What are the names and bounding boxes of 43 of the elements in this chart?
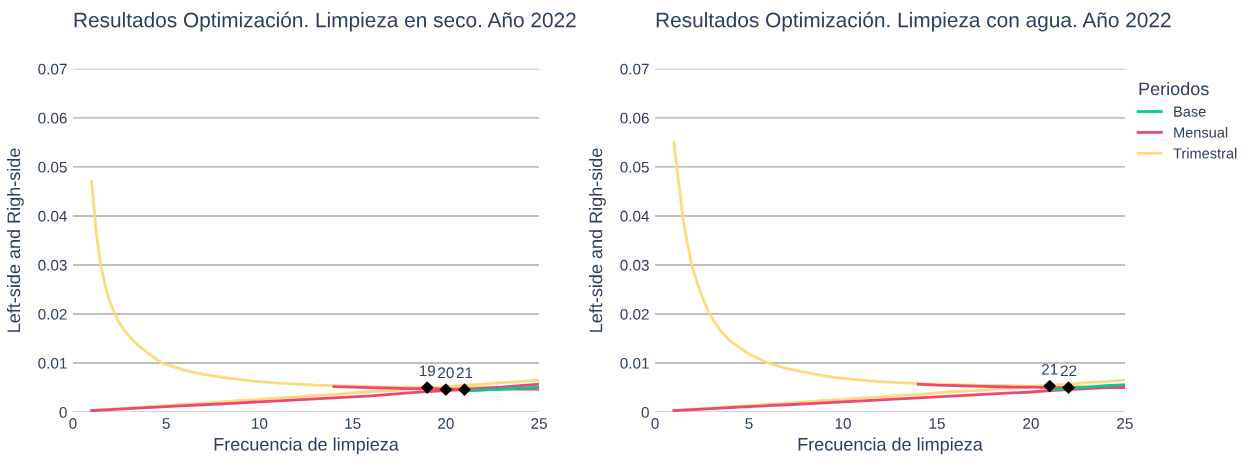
x-tick-label: 10 (252, 418, 268, 429)
x-tick-label: 5 (162, 418, 170, 429)
y-tick-label: 0.07 (620, 63, 649, 75)
y-tick-label: 0.05 (38, 161, 67, 173)
x-tick-label: 25 (531, 418, 547, 429)
y-tick-label: 0 (641, 406, 649, 418)
legend-label: Mensual (1174, 126, 1228, 138)
y-tick-label: 0.07 (38, 63, 67, 75)
y-axis-title: Left-side and Righ-side (6, 148, 24, 332)
y-tick-label: 0.03 (620, 259, 649, 271)
chart-title: Resultados Optimización. Limpieza con agua. Año 2022 (656, 11, 1171, 32)
y-tick-label: 0.02 (38, 308, 67, 320)
y-tick-label: 0.02 (620, 308, 649, 320)
x-axis-title: Frecuencia de limpieza (798, 437, 983, 455)
y-tick-label: 0.03 (38, 259, 67, 271)
x-tick-label: 15 (929, 418, 945, 429)
y-tick-label: 0 (59, 406, 67, 418)
x-tick-label: 20 (438, 418, 454, 429)
x-axis-title: Frecuencia de limpieza (214, 437, 399, 455)
y-axis-title: Left-side and Righ-side (589, 148, 606, 332)
y-tick-label: 0.04 (38, 210, 67, 222)
annotation: 19 (419, 365, 435, 377)
y-tick-label: 0.05 (620, 161, 649, 173)
y-tick-label: 0.06 (38, 112, 67, 124)
y-tick-label: 0.04 (620, 210, 650, 222)
legend-label: Trimestral (1173, 147, 1237, 159)
x-tick-label: 5 (745, 418, 753, 429)
annotation: 22 (1060, 365, 1077, 377)
y-tick-label: 0.01 (38, 357, 67, 369)
annotation: 21 (1042, 363, 1058, 375)
y-tick-label: 0.06 (620, 112, 649, 124)
annotation: 21 (456, 367, 473, 379)
legend-label: Base (1174, 106, 1206, 117)
x-tick-label: 20 (1023, 418, 1039, 429)
x-tick-label: 25 (1117, 418, 1133, 429)
y-tick-label: 0.01 (620, 357, 649, 369)
chart-title: Resultados Optimización. Limpieza en seco. Año 2022 (74, 11, 576, 32)
x-tick-label: 0 (69, 418, 77, 429)
legend-title: Periodos (1139, 81, 1209, 96)
annotation: 20 (438, 367, 454, 379)
x-tick-label: 0 (651, 418, 659, 429)
x-tick-label: 15 (345, 418, 361, 429)
x-tick-label: 10 (835, 418, 851, 429)
